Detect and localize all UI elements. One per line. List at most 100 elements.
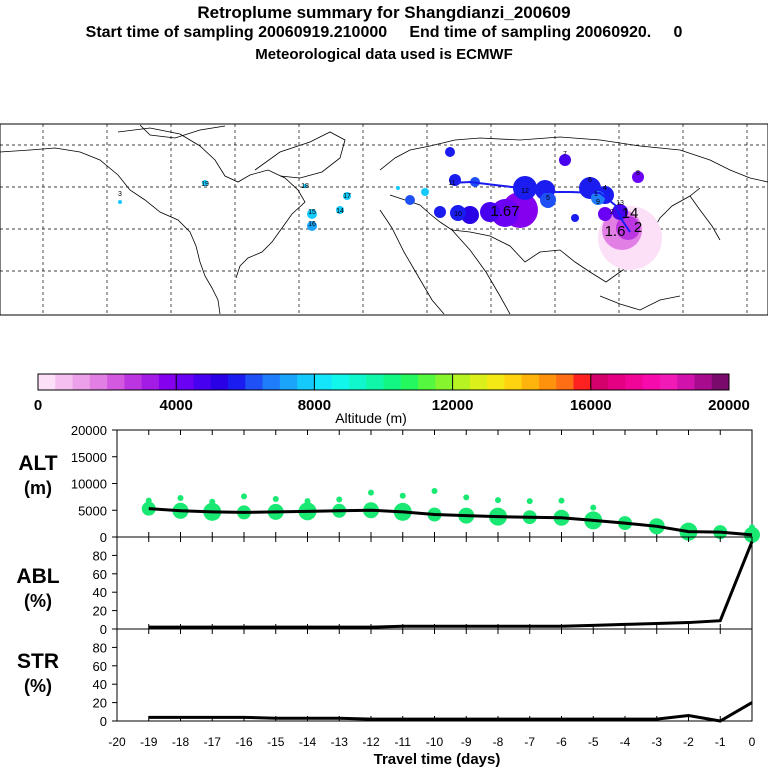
map-point-label: 1.6 [605, 223, 626, 240]
colorbar-swatch [176, 374, 194, 390]
x-tick-label: -16 [235, 735, 253, 749]
map-point-label: 6 [588, 177, 592, 184]
plume-point [118, 200, 122, 204]
colorbar-swatch [521, 374, 540, 390]
y-tick-label: 80 [93, 548, 107, 563]
coastline-japan [689, 195, 721, 241]
colorbar-swatch [677, 374, 695, 390]
map-point-label: 18 [301, 183, 309, 190]
str-line [148, 701, 753, 723]
plume-point [343, 192, 351, 200]
x-tick-label: -15 [267, 735, 285, 749]
y-tick-label: 40 [93, 585, 107, 600]
altitude-cluster-dot [526, 498, 533, 505]
x-tick-label: -10 [426, 735, 444, 749]
abl-panel-label: ABL [16, 565, 59, 588]
coastline-north-america-west [0, 147, 221, 315]
x-tick-label: -13 [331, 735, 349, 749]
altitude-cluster-dot [431, 487, 438, 494]
x-tick-label: -11 [395, 735, 412, 749]
map-point-label: 12 [521, 188, 529, 195]
colorbar-swatch [659, 374, 678, 390]
colorbar-swatch [297, 374, 315, 390]
colorbar-swatch [400, 374, 419, 390]
altitude-colorbar [37, 373, 730, 391]
map-point-label: 1.67 [490, 203, 519, 220]
colorbar-swatch [331, 374, 350, 390]
colorbar-swatch [279, 374, 298, 390]
panel-frame [116, 628, 753, 722]
colorbar-swatch [314, 374, 333, 390]
x-axis-label: Travel time (days) [374, 751, 501, 768]
map-point-label: 8 [636, 170, 640, 177]
y-tick-label: 60 [93, 567, 107, 582]
colorbar-swatch [538, 374, 557, 390]
map-point-label: 11 [448, 180, 455, 187]
plume-point [598, 207, 612, 221]
colorbar-swatch [504, 374, 523, 390]
colorbar-swatch [348, 374, 367, 390]
colorbar-swatch [38, 374, 56, 390]
y-tick-label: 10000 [71, 477, 107, 492]
x-tick-label: -5 [588, 735, 599, 749]
altitude-cluster-dot [590, 504, 597, 511]
y-tick-label: 0 [100, 622, 107, 637]
colorbar-swatch [210, 374, 229, 390]
x-tick-label: 0 [749, 735, 756, 749]
colorbar-swatch [262, 374, 281, 390]
alt-panel-label: (m) [24, 478, 52, 498]
plume-point [571, 214, 579, 222]
colorbar-swatch [72, 374, 91, 390]
altitude-cluster-dot [177, 494, 184, 501]
colorbar-tick-label: 20000 [708, 397, 750, 414]
x-tick-label: -9 [461, 735, 472, 749]
altitude-cluster-dot [336, 496, 343, 503]
altitude-cluster-dot [272, 496, 279, 503]
y-tick-label: 20 [93, 604, 107, 619]
y-tick-label: 0 [100, 530, 107, 545]
colorbar-swatch [487, 374, 505, 390]
x-tick-label: -17 [204, 735, 222, 749]
map-point-label: 2 [634, 219, 642, 236]
abl-panel-label: (%) [24, 591, 52, 611]
colorbar-tick-labels: 0 4000 8000 12000 16000 20000 [34, 374, 750, 414]
coastline-eurasia-north [379, 136, 768, 183]
map-point-label: 16 [308, 221, 316, 228]
plume-point [336, 206, 344, 214]
plume-point [434, 206, 446, 218]
panel-labels: ALT (m) ABL (%) STR (%) [16, 452, 59, 696]
map-point-label: 4 [603, 185, 607, 192]
altitude-cluster-dot [145, 497, 152, 504]
x-tick-label: -18 [172, 735, 190, 749]
plume-point [421, 188, 429, 196]
map-point-label: 14 [622, 205, 639, 222]
colorbar-swatch [124, 374, 143, 390]
map-point-label: 19 [201, 181, 209, 188]
coastline-arctic-islands [139, 124, 226, 139]
altitude-cluster-dot [463, 494, 470, 501]
colorbar-swatch [107, 374, 125, 390]
panel-frame [116, 536, 753, 630]
altitude-cluster-dot [749, 524, 755, 531]
map-point-label: 2 [610, 209, 614, 216]
plume-point [632, 171, 644, 183]
plume-point [540, 192, 556, 208]
colorbar-title: Altitude (m) [335, 410, 407, 426]
map-point-label: 3 [118, 191, 122, 198]
map-point-label: 13 [616, 200, 624, 207]
retroplume-positions [118, 147, 662, 270]
y-tick-label: 20000 [71, 423, 107, 438]
altitude-cluster-dot [495, 497, 501, 504]
y-tick-label: 0 [100, 714, 107, 729]
plume-point [450, 205, 466, 221]
colorbar-swatch [694, 374, 713, 390]
colorbar-tick-label: 16000 [570, 397, 612, 414]
colorbar-swatch [245, 374, 264, 390]
colorbar-swatch [228, 374, 246, 390]
map-point-label: 1 [594, 191, 598, 198]
plume-point [202, 180, 208, 186]
altitude-cluster-dot [241, 493, 247, 500]
altitude-cluster-dot [209, 498, 216, 505]
plume-point [405, 195, 415, 205]
